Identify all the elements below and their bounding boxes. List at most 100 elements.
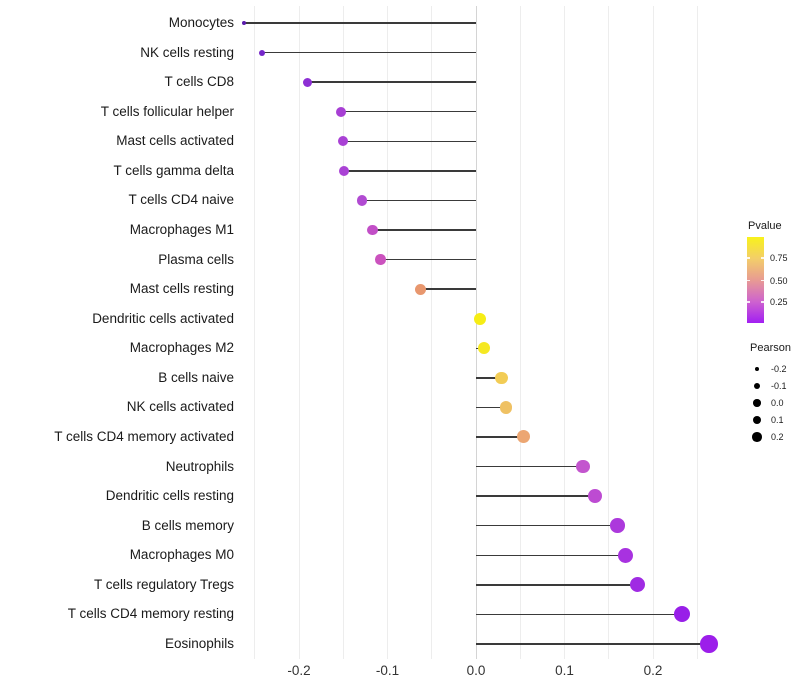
lollipop-stem <box>244 22 477 24</box>
legend-size-dot <box>754 366 760 372</box>
lollipop-stem <box>261 51 476 54</box>
legend-size-label: 0.0 <box>771 398 784 408</box>
colorbar-tick <box>761 301 764 303</box>
pearson-legend-title: Pearson <box>750 342 791 354</box>
y-axis-label: Mast cells activated <box>116 133 234 149</box>
minor-gridline <box>696 6 698 659</box>
y-axis-label: T cells gamma delta <box>113 162 234 178</box>
lollipop-dot <box>477 342 490 355</box>
zero-gridline <box>475 6 477 659</box>
legend-size-label: 0.2 <box>771 432 784 442</box>
lollipop-stem <box>476 495 595 497</box>
lollipop-stem <box>380 258 477 261</box>
legend-size-dot <box>754 383 760 389</box>
lollipop-dot <box>303 77 313 87</box>
colorbar-tick-label: 0.50 <box>770 275 788 286</box>
colorbar-tick <box>761 257 764 259</box>
colorbar-tick <box>761 279 764 282</box>
x-tick-label: -0.2 <box>287 663 311 678</box>
y-axis-label: T cells regulatory Tregs <box>93 576 234 592</box>
lollipop-dot <box>356 195 368 206</box>
lollipop-stem <box>420 288 477 290</box>
pvalue-legend-title: Pvalue <box>748 220 782 232</box>
minor-gridline <box>652 6 654 659</box>
lollipop-dot <box>241 20 247 26</box>
minor-gridline <box>519 6 521 659</box>
minor-gridline <box>431 6 433 659</box>
lollipop-stem <box>476 613 683 616</box>
y-axis-label: T cells CD4 memory activated <box>54 428 234 444</box>
y-axis-label: Eosinophils <box>164 635 234 651</box>
lollipop-dot <box>517 430 531 444</box>
legend-size-label: 0.1 <box>771 415 784 425</box>
y-axis-label: Plasma cells <box>158 251 234 267</box>
lollipop-dot <box>367 224 378 236</box>
lollipop-dot <box>258 49 265 56</box>
lollipop-dot <box>674 606 691 623</box>
x-tick-label: -0.1 <box>375 663 400 678</box>
colorbar-tick <box>747 301 750 303</box>
y-axis-label: B cells naive <box>158 369 234 385</box>
lollipop-dot <box>576 459 590 474</box>
lollipop-dot <box>630 577 646 593</box>
y-axis-label: T cells CD8 <box>164 74 234 90</box>
lollipop-stem <box>476 377 502 379</box>
y-axis-label: T cells CD4 naive <box>128 192 234 208</box>
colorbar-tick-label: 0.75 <box>770 253 788 263</box>
x-tick-label: 0.1 <box>555 663 574 678</box>
y-axis-label: Dendritic cells activated <box>92 310 234 326</box>
plot-panel <box>240 6 724 659</box>
y-axis-label: Monocytes <box>168 15 234 30</box>
lollipop-dot <box>499 401 513 414</box>
pvalue-colorbar <box>747 237 764 323</box>
y-axis-label: Neutrophils <box>165 458 234 474</box>
lollipop-stem <box>476 584 638 586</box>
colorbar-tick-label: 0.25 <box>770 297 788 307</box>
legend-size-dot <box>753 399 761 407</box>
y-axis-label: NK cells resting <box>140 44 234 60</box>
lollipop-stem <box>476 406 507 409</box>
lollipop-dot <box>495 371 508 385</box>
lollipop-dot <box>339 165 350 176</box>
minor-gridline <box>298 6 300 659</box>
minor-gridline <box>342 6 344 659</box>
lollipop-stem <box>476 465 584 468</box>
lollipop-stem <box>307 81 477 83</box>
y-axis-label: Macrophages M2 <box>129 340 234 356</box>
lollipop-dot <box>618 547 634 563</box>
colorbar-tick <box>747 257 750 259</box>
lollipop-stem <box>344 170 477 172</box>
lollipop-stem <box>343 140 476 142</box>
lollipop-dot <box>375 254 386 265</box>
legend-size-dot <box>752 415 762 425</box>
minor-gridline <box>608 6 610 659</box>
legend-size-label: -0.1 <box>771 381 787 391</box>
y-axis-label: Dendritic cells resting <box>105 488 234 504</box>
colorbar-tick <box>747 279 750 282</box>
lollipop-dot <box>587 489 602 504</box>
lollipop-stem <box>372 229 476 231</box>
y-axis-label: Mast cells resting <box>129 281 234 297</box>
lollipop-stem <box>340 111 476 113</box>
lollipop-stem <box>476 554 626 556</box>
legend-size-label: -0.2 <box>771 364 787 374</box>
x-tick-label: 0.2 <box>643 663 663 678</box>
minor-gridline <box>564 6 566 659</box>
lollipop-dot <box>700 635 718 653</box>
y-axis-label: Macrophages M0 <box>129 547 234 563</box>
y-axis-label: Macrophages M1 <box>129 221 234 237</box>
lollipop-dot <box>414 283 426 295</box>
lollipop-stem <box>476 524 618 527</box>
lollipop-dot <box>338 136 349 147</box>
y-axis-label: B cells memory <box>141 517 234 533</box>
lollipop-dot <box>610 518 625 533</box>
legend-size-dot <box>752 432 762 442</box>
y-axis-label: T cells CD4 memory resting <box>67 606 234 622</box>
lollipop-dot <box>473 312 486 325</box>
y-axis-label: NK cells activated <box>126 399 234 415</box>
lollipop-stem <box>476 643 709 645</box>
y-axis-label: T cells follicular helper <box>100 103 234 119</box>
minor-gridline <box>254 6 256 659</box>
lollipop-stem <box>476 436 524 438</box>
